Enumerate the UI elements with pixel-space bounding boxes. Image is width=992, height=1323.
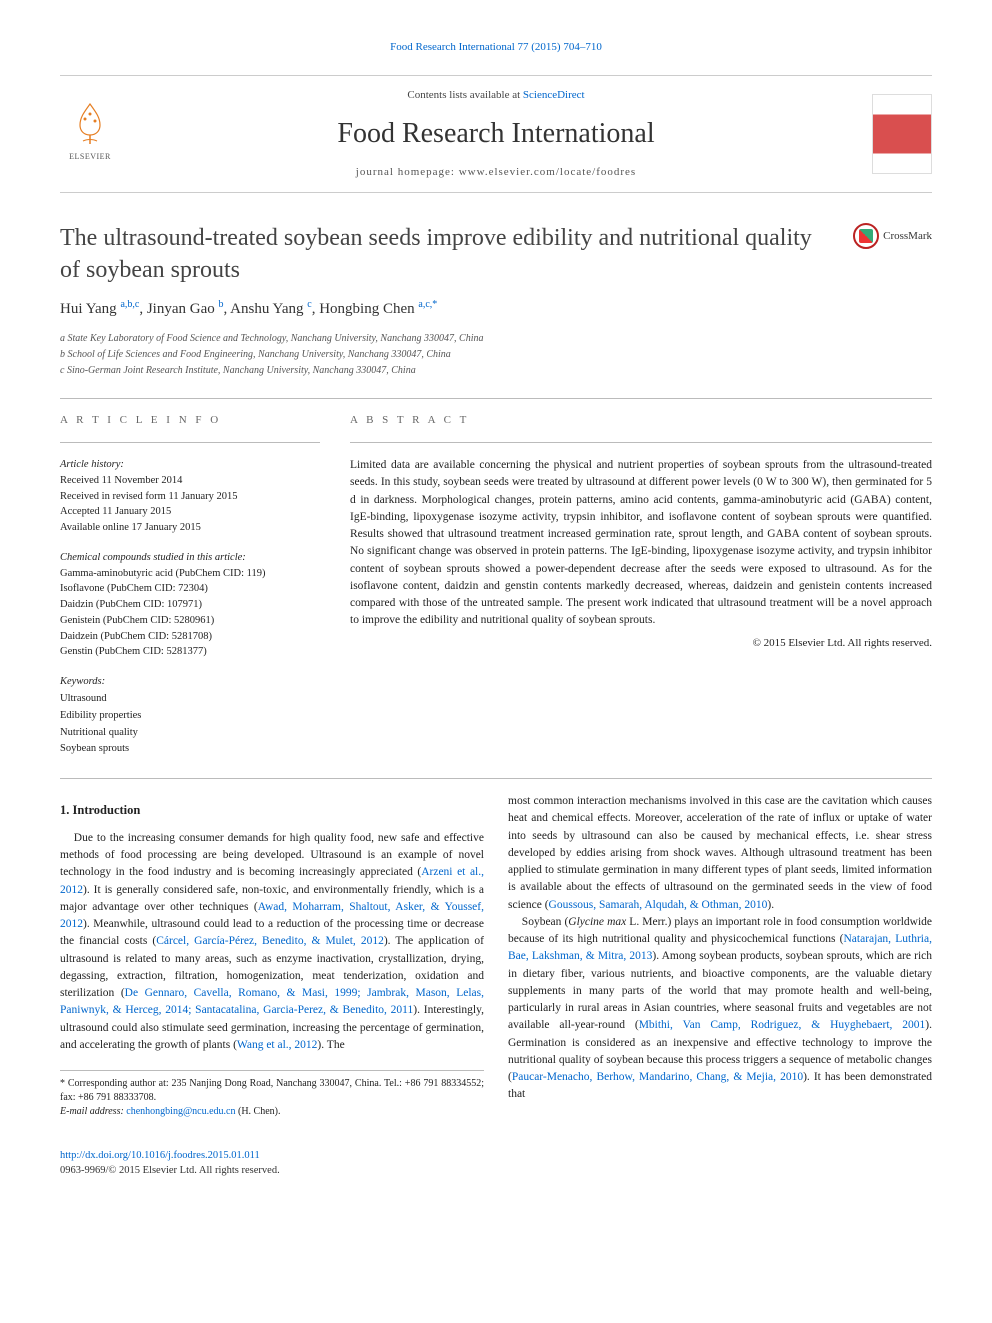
author-2: , Jinyan Gao (139, 301, 218, 317)
author-1: Hui Yang (60, 301, 120, 317)
email-label: E-mail address: (60, 1106, 126, 1117)
article-history: Article history: Received 11 November 20… (60, 457, 320, 536)
body-text: 1. Introduction Due to the increasing co… (60, 793, 932, 1119)
t: ). The (317, 1039, 344, 1051)
corresponding-email-link[interactable]: chenhongbing@ncu.edu.cn (126, 1106, 235, 1117)
affiliation-b: b School of Life Sciences and Food Engin… (60, 348, 932, 362)
keywords-block: Keywords: Ultrasound Edibility propertie… (60, 674, 320, 758)
history-revised: Received in revised form 11 January 2015 (60, 491, 237, 502)
journal-homepage: journal homepage: www.elsevier.com/locat… (140, 165, 852, 180)
journal-cover-thumbnail (872, 94, 932, 174)
intro-para-2: Soybean (Glycine max L. Merr.) plays an … (508, 914, 932, 1104)
compound-4: Daidzein (PubChem CID: 5281708) (60, 631, 212, 642)
corresponding-author-note: * Corresponding author at: 235 Nanjing D… (60, 1077, 484, 1105)
page-footer: http://dx.doi.org/10.1016/j.foodres.2015… (60, 1149, 932, 1178)
article-title: The ultrasound-treated soybean seeds imp… (60, 223, 833, 285)
author-4-aff: a,c,* (418, 299, 437, 310)
crossmark-label: CrossMark (883, 229, 932, 244)
footnotes-block: * Corresponding author at: 235 Nanjing D… (60, 1070, 484, 1119)
keyword-2: Nutritional quality (60, 727, 138, 738)
journal-name: Food Research International (140, 114, 852, 153)
ref-mbithi-2001[interactable]: Mbithi, Van Camp, Rodriguez, & Huyghebae… (639, 1019, 926, 1031)
copyright-line: © 2015 Elsevier Ltd. All rights reserved… (350, 636, 932, 651)
doi-link[interactable]: http://dx.doi.org/10.1016/j.foodres.2015… (60, 1150, 260, 1161)
elsevier-name: ELSEVIER (69, 151, 111, 162)
compound-5: Genstin (PubChem CID: 5281377) (60, 646, 207, 657)
sciencedirect-link[interactable]: ScienceDirect (523, 89, 585, 101)
ref-carcel-2012[interactable]: Cárcel, García-Pérez, Benedito, & Mulet,… (156, 935, 384, 947)
intro-para-1-col1: Due to the increasing consumer demands f… (60, 830, 484, 1054)
divider-info-1 (60, 442, 320, 443)
author-1-aff: a,b,c (120, 299, 139, 310)
t: most common interaction mechanisms invol… (508, 795, 932, 911)
crossmark-icon (853, 223, 879, 249)
keywords-label: Keywords: (60, 676, 105, 687)
affiliation-a: a State Key Laboratory of Food Science a… (60, 332, 932, 346)
history-label: Article history: (60, 459, 124, 470)
contents-line: Contents lists available at ScienceDirec… (140, 88, 852, 103)
article-info-label: A R T I C L E I N F O (60, 413, 320, 428)
abstract-label: A B S T R A C T (350, 413, 932, 428)
compound-2: Daidzin (PubChem CID: 107971) (60, 599, 202, 610)
issn-line: 0963-9969/© 2015 Elsevier Ltd. All right… (60, 1164, 932, 1179)
t: Soybean ( (522, 916, 568, 928)
history-online: Available online 17 January 2015 (60, 522, 201, 533)
authors-line: Hui Yang a,b,c, Jinyan Gao b, Anshu Yang… (60, 298, 932, 320)
affiliations-block: a State Key Laboratory of Food Science a… (60, 332, 932, 378)
abstract-text: Limited data are available concerning th… (350, 457, 932, 630)
elsevier-tree-icon (65, 99, 115, 149)
keyword-1: Edibility properties (60, 710, 141, 721)
intro-para-1-col2: most common interaction mechanisms invol… (508, 793, 932, 914)
email-suffix: (H. Chen). (235, 1106, 280, 1117)
divider-top (60, 398, 932, 399)
history-received: Received 11 November 2014 (60, 475, 182, 486)
history-accepted: Accepted 11 January 2015 (60, 506, 171, 517)
species-name: Glycine max (568, 916, 626, 928)
affiliation-c: c Sino-German Joint Research Institute, … (60, 364, 932, 378)
crossmark-badge[interactable]: CrossMark (853, 223, 932, 249)
ref-wang-2012[interactable]: Wang et al., 2012 (237, 1039, 318, 1051)
section-1-heading: 1. Introduction (60, 801, 484, 820)
keyword-0: Ultrasound (60, 693, 107, 704)
ref-goussous-2010[interactable]: Goussous, Samarah, Alqudah, & Othman, 20… (549, 899, 768, 911)
t: ). (767, 899, 774, 911)
compounds-block: Chemical compounds studied in this artic… (60, 550, 320, 660)
compound-3: Genistein (PubChem CID: 5280961) (60, 615, 214, 626)
compounds-label: Chemical compounds studied in this artic… (60, 552, 246, 563)
author-3: , Anshu Yang (223, 301, 307, 317)
divider-abstract (350, 442, 932, 443)
top-citation: Food Research International 77 (2015) 70… (60, 40, 932, 55)
divider-bottom (60, 778, 932, 779)
journal-ref-link[interactable]: Food Research International 77 (2015) 70… (390, 41, 602, 53)
contents-prefix: Contents lists available at (407, 89, 522, 101)
keyword-3: Soybean sprouts (60, 743, 129, 754)
elsevier-logo: ELSEVIER (60, 99, 120, 169)
author-4: , Hongbing Chen (312, 301, 419, 317)
compound-0: Gamma-aminobutyric acid (PubChem CID: 11… (60, 568, 265, 579)
ref-paucar-2010[interactable]: Paucar-Menacho, Berhow, Mandarino, Chang… (512, 1071, 803, 1083)
journal-header: ELSEVIER Contents lists available at Sci… (60, 75, 932, 193)
compound-1: Isoflavone (PubChem CID: 72304) (60, 583, 208, 594)
